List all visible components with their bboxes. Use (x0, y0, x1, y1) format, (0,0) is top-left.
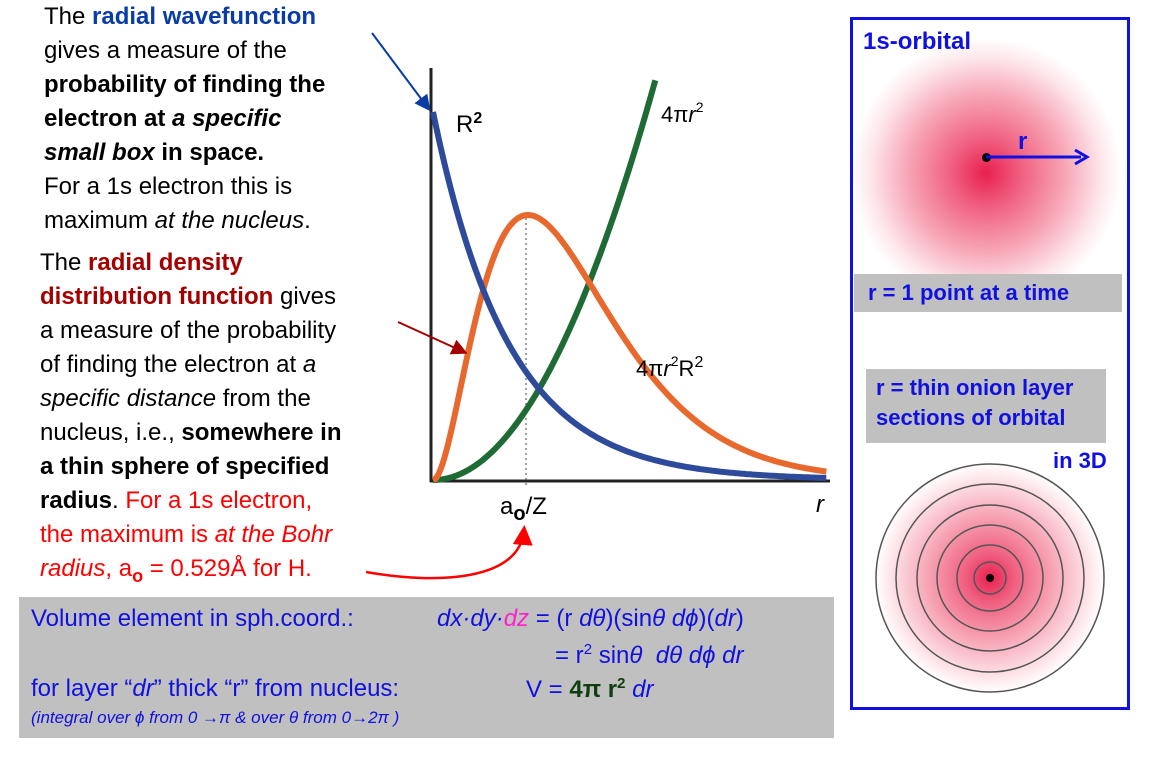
wavefunction-arrow (371, 32, 431, 112)
bohr-radius-arrow (365, 525, 533, 580)
radius-label: r (1018, 128, 1028, 155)
density-arrow (397, 321, 468, 355)
point-label: r = 1 point at a time (854, 274, 1122, 312)
eq-line-2: = r2 sinθ dθ dϕ dr (555, 641, 744, 669)
onion-layers (875, 463, 1105, 693)
series-4pir2 (433, 79, 659, 483)
volume-element-box: Volume element in sph.coord.: dx·dy·dz =… (19, 597, 834, 738)
x-tick-a0-over-Z: ao/Z (500, 493, 547, 525)
eq-integral-note: (integral over ϕ from 0 →π & over θ from… (31, 708, 400, 727)
in-3d-label: in 3D (1053, 448, 1107, 473)
eq-volume: V = 4π r2 dr (526, 675, 654, 703)
radius-arrow-icon (986, 148, 1090, 166)
orbital-panel: 1s-orbital r r = 1 point at a time r = t… (850, 17, 1130, 710)
label-4pir2R2: 4πr2R2 (636, 353, 703, 381)
label-4pir2: 4πr2 (661, 99, 704, 127)
eq-line-1: Volume element in sph.coord.: (31, 605, 354, 632)
density-description: The radial density distribution function… (40, 249, 342, 586)
series-R2 (430, 111, 827, 481)
layer-label: r = thin onion layer sections of orbital (866, 369, 1106, 443)
eq-line-1-formula: dx·dy·dz = (r dθ)(sinθ dϕ)(dr) (437, 605, 744, 632)
x-axis-label: r (816, 491, 825, 518)
panel-title: 1s-orbital (863, 28, 972, 55)
wavefunction-description: The radial wavefunction gives a measure … (44, 3, 326, 234)
label-R2: R2 (456, 110, 482, 138)
eq-line-3: for layer “dr” thick “r” from nucleus: (31, 675, 400, 702)
series-4pir2R2 (431, 211, 827, 483)
